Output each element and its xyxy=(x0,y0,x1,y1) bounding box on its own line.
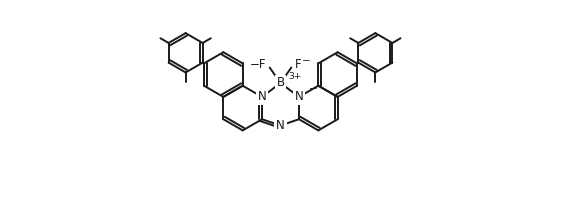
Text: B: B xyxy=(277,76,284,89)
Text: N: N xyxy=(276,119,285,132)
Text: 3+: 3+ xyxy=(288,72,302,81)
Text: −: − xyxy=(309,84,318,94)
Text: −: − xyxy=(301,56,310,66)
Text: −F: −F xyxy=(250,58,266,71)
Text: F: F xyxy=(295,58,301,71)
Text: N: N xyxy=(257,90,266,103)
Text: N: N xyxy=(295,90,304,103)
